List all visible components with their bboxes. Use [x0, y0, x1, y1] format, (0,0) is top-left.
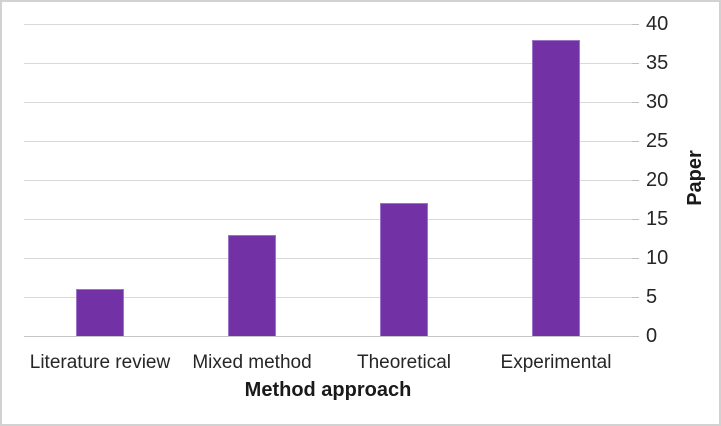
gridline: [24, 179, 632, 181]
y-tick-mark: [632, 179, 639, 181]
y-tick-label: 15: [646, 208, 669, 230]
gridline: [24, 62, 632, 64]
y-tick-label: 5: [646, 286, 658, 308]
bar: [532, 39, 580, 336]
x-tick-label: Theoretical: [357, 352, 451, 373]
gridline: [24, 101, 632, 103]
x-tick-label: Literature review: [29, 352, 171, 373]
y-tick-label: 40: [646, 13, 669, 35]
bar: [76, 289, 124, 336]
y-tick-mark: [632, 218, 639, 220]
y-tick-mark: [632, 23, 639, 25]
bar: [228, 234, 276, 336]
gridline: [24, 296, 632, 298]
gridline: [24, 140, 632, 142]
y-tick-mark: [632, 335, 639, 337]
y-tick-label: 20: [646, 169, 669, 191]
y-tick-label: 35: [646, 52, 669, 74]
x-tick-label: Mixed method: [192, 352, 312, 373]
y-tick-mark: [632, 140, 639, 142]
x-axis-title: Method approach: [244, 379, 412, 401]
y-tick-mark: [632, 296, 639, 298]
y-tick-label: 30: [646, 91, 669, 113]
x-tick-label: Experimental: [500, 352, 612, 373]
bar: [380, 203, 428, 336]
y-tick-label: 10: [646, 247, 669, 269]
y-tick-label: 0: [646, 325, 658, 347]
y-tick-mark: [632, 257, 639, 259]
x-axis-line: [24, 335, 632, 337]
y-tick-mark: [632, 62, 639, 64]
y-axis-title: Paper: [684, 150, 706, 206]
gridline: [24, 218, 632, 220]
y-tick-label: 25: [646, 130, 669, 152]
gridline: [24, 23, 632, 25]
plot-area: [24, 23, 632, 337]
y-tick-mark: [632, 101, 639, 103]
gridline: [24, 257, 632, 259]
